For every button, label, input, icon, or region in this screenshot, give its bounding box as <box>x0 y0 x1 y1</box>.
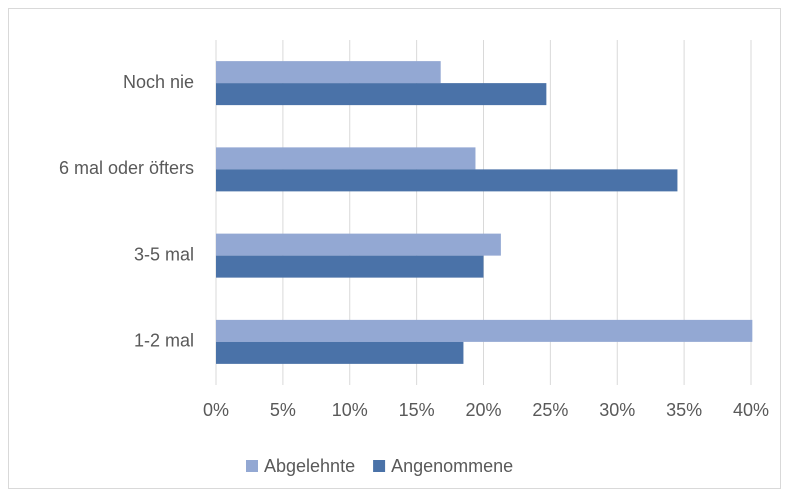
x-tick-label: 25% <box>532 400 568 420</box>
bar <box>216 319 753 342</box>
y-tick-label: 3-5 mal <box>134 244 194 264</box>
bar <box>216 169 678 192</box>
bar <box>216 233 501 256</box>
x-tick-label: 0% <box>203 400 229 420</box>
bar <box>216 147 476 170</box>
x-tick-label: 10% <box>332 400 368 420</box>
legend-swatch <box>373 460 386 472</box>
legend-swatch <box>246 460 258 472</box>
legend-label: Abgelehnte <box>264 456 355 476</box>
x-tick-label: 20% <box>465 400 501 420</box>
x-tick-label: 40% <box>733 400 769 420</box>
y-tick-label: 6 mal oder öfters <box>59 158 194 178</box>
bar <box>216 341 464 364</box>
legend-label: Angenommene <box>391 456 513 476</box>
x-tick-label: 30% <box>599 400 635 420</box>
x-tick-label: 15% <box>399 400 435 420</box>
x-tick-label: 35% <box>666 400 702 420</box>
y-tick-label: 1-2 mal <box>134 331 194 351</box>
bar <box>216 255 484 278</box>
bar <box>216 61 441 84</box>
y-tick-label: Noch nie <box>123 72 194 92</box>
x-tick-label: 5% <box>270 400 296 420</box>
bar <box>216 83 547 106</box>
